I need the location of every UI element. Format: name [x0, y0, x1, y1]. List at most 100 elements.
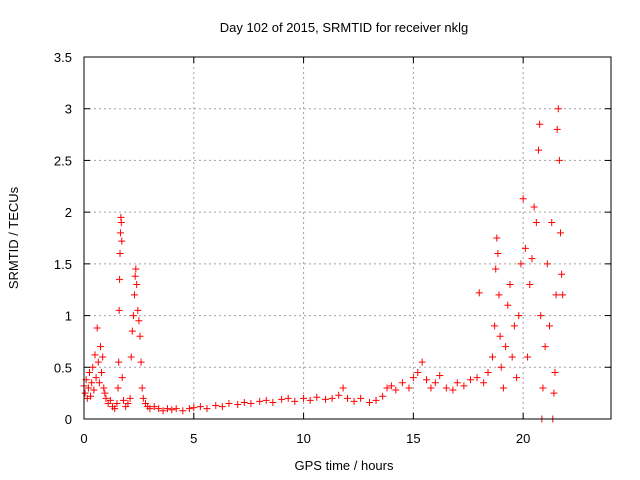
data-point: [203, 405, 211, 413]
y-tick-label: 0: [65, 412, 72, 427]
data-point: [553, 125, 561, 133]
data-point: [517, 260, 525, 268]
data-point: [300, 394, 308, 402]
y-tick-label: 1: [65, 309, 72, 324]
data-point: [113, 399, 121, 407]
data-point: [537, 312, 545, 320]
data-point: [499, 384, 507, 392]
data-point: [94, 358, 102, 366]
y-tick-labels: 0 0.5 1 1.5 2 2.5 3 3.5: [54, 50, 72, 427]
data-point: [278, 395, 286, 403]
data-point: [98, 368, 106, 376]
data-point: [115, 306, 123, 314]
data-point: [532, 218, 540, 226]
x-tick-labels: 0 5 10 15 20: [80, 431, 530, 446]
data-point: [96, 343, 104, 351]
data-point: [106, 396, 114, 404]
data-point: [480, 379, 488, 387]
data-point: [372, 396, 380, 404]
data-point: [118, 374, 126, 382]
data-point: [328, 394, 336, 402]
data-point: [539, 384, 547, 392]
data-point: [150, 403, 158, 411]
data-point: [528, 255, 536, 263]
data-point: [322, 395, 330, 403]
data-point: [313, 393, 321, 401]
data-point: [379, 392, 387, 400]
data-point: [492, 265, 500, 273]
data-point: [497, 363, 505, 371]
data-point: [530, 203, 538, 211]
data-point: [114, 384, 122, 392]
data-point: [134, 306, 142, 314]
data-point: [129, 312, 137, 320]
data-point: [190, 404, 198, 412]
data-point: [218, 403, 226, 411]
data-point: [495, 291, 503, 299]
data-point: [185, 405, 193, 413]
data-point: [521, 244, 529, 252]
y-tick-label: 3.5: [54, 50, 72, 65]
data-point: [212, 402, 220, 410]
chart-title: Day 102 of 2015, SRMTID for receiver nkl…: [220, 20, 469, 35]
data-point: [132, 265, 140, 273]
data-point: [88, 379, 96, 387]
data-point: [101, 389, 109, 397]
data-point: [559, 291, 567, 299]
data-point: [339, 384, 347, 392]
data-point: [535, 146, 543, 154]
data-point: [256, 397, 264, 405]
data-point: [442, 384, 450, 392]
data-point: [506, 281, 514, 289]
data-point: [90, 386, 98, 394]
data-point: [350, 397, 358, 405]
data-point: [262, 396, 270, 404]
data-point: [196, 403, 204, 411]
data-point: [449, 386, 457, 394]
x-axis-label: GPS time / hours: [295, 458, 394, 473]
data-point: [414, 368, 422, 376]
data-point: [89, 363, 97, 371]
data-point: [554, 105, 562, 113]
data-point: [387, 382, 395, 390]
data-point: [510, 322, 518, 330]
data-point: [409, 374, 417, 382]
data-point: [126, 394, 134, 402]
data-point: [524, 353, 532, 361]
data-point: [155, 405, 163, 413]
data-point: [556, 229, 564, 237]
data-point: [536, 120, 544, 128]
data-point: [225, 399, 233, 407]
data-point: [116, 250, 124, 258]
data-point: [284, 394, 292, 402]
data-point: [418, 358, 426, 366]
data-point: [306, 396, 314, 404]
data-point: [146, 405, 154, 413]
data-point: [519, 195, 527, 203]
data-point: [552, 291, 560, 299]
data-point: [139, 394, 147, 402]
data-points: [80, 105, 567, 423]
data-point: [496, 332, 504, 340]
data-point: [117, 218, 125, 226]
data-point: [484, 368, 492, 376]
data-point: [131, 272, 139, 280]
data-point: [555, 156, 563, 164]
data-point: [526, 281, 534, 289]
y-tick-label: 2.5: [54, 153, 72, 168]
data-point: [128, 327, 136, 335]
data-point: [269, 398, 277, 406]
data-point: [383, 384, 391, 392]
x-tick-label: 20: [516, 431, 530, 446]
data-point: [398, 379, 406, 387]
data-point: [124, 399, 132, 407]
data-point: [168, 406, 176, 414]
data-point: [133, 281, 141, 289]
data-point: [92, 374, 100, 382]
data-point: [548, 218, 556, 226]
data-point: [344, 394, 351, 402]
x-tick-label: 10: [296, 431, 310, 446]
data-point: [87, 392, 95, 400]
data-point: [84, 384, 92, 392]
